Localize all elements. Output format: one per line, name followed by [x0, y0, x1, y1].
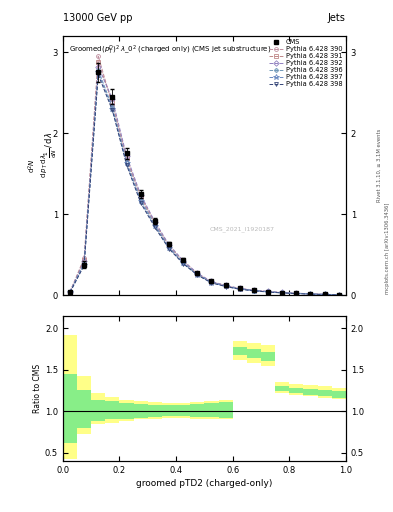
Legend: CMS, Pythia 6.428 390, Pythia 6.428 391, Pythia 6.428 392, Pythia 6.428 396, Pyt: CMS, Pythia 6.428 390, Pythia 6.428 391,…: [267, 38, 344, 89]
X-axis label: groomed pTD2 (charged-only): groomed pTD2 (charged-only): [136, 479, 273, 488]
Text: 13000 GeV pp: 13000 GeV pp: [63, 13, 132, 23]
Text: Groomed$(p_T^D)^2\,\lambda\_0^2$ (charged only) (CMS jet substructure): Groomed$(p_T^D)^2\,\lambda\_0^2$ (charge…: [68, 44, 271, 57]
Text: Jets: Jets: [328, 13, 346, 23]
Text: $\frac{1}{\mathrm{d}N}\,/\,\mathrm{d}\lambda$: $\frac{1}{\mathrm{d}N}\,/\,\mathrm{d}\la…: [42, 132, 59, 158]
Text: Rivet 3.1.10, ≥ 3.1M events: Rivet 3.1.10, ≥ 3.1M events: [377, 129, 382, 202]
Text: CMS_2021_I1920187: CMS_2021_I1920187: [210, 226, 275, 232]
Y-axis label: $\mathrm{d}^2N$
$\mathrm{d}\,p_T\,\mathrm{d}\,\lambda$: $\mathrm{d}^2N$ $\mathrm{d}\,p_T\,\mathr…: [27, 153, 50, 178]
Text: mcplots.cern.ch [arXiv:1306.3436]: mcplots.cern.ch [arXiv:1306.3436]: [385, 203, 389, 294]
Y-axis label: Ratio to CMS: Ratio to CMS: [33, 364, 42, 413]
